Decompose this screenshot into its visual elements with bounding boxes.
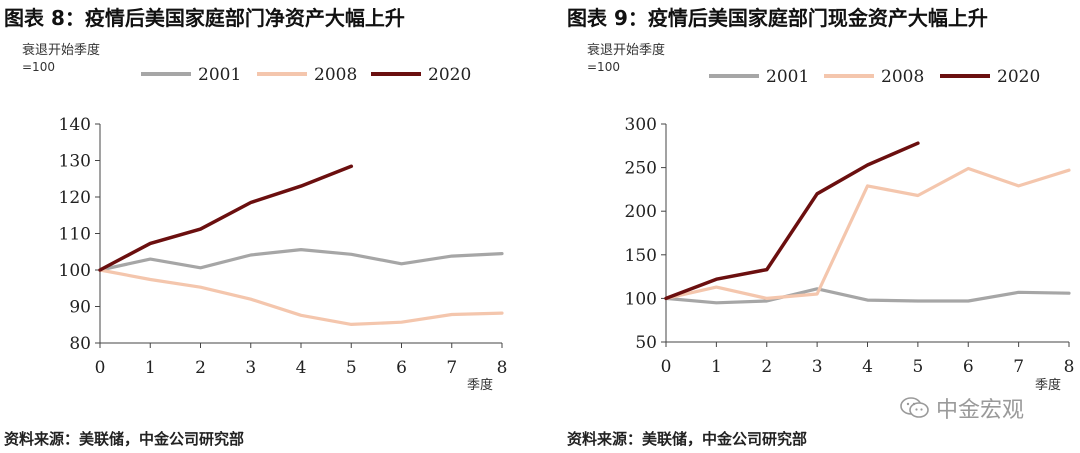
chart-8-source: 资料来源：美联储，中金公司研究部 bbox=[4, 430, 245, 448]
x-tick-label: 7 bbox=[446, 358, 457, 378]
y-unit-label-base: =100 bbox=[587, 60, 620, 74]
x-tick-label: 3 bbox=[245, 358, 256, 378]
chart-9-title: 图表 9：疫情后美国家庭部门现金资产大幅上升 bbox=[567, 6, 988, 30]
x-tick-label: 7 bbox=[1013, 357, 1024, 377]
x-tick-label: 0 bbox=[95, 358, 106, 378]
y-tick-label: 90 bbox=[69, 298, 91, 318]
x-tick-label: 6 bbox=[396, 358, 407, 378]
series-line-2001 bbox=[664, 287, 1071, 305]
x-tick-label: 3 bbox=[812, 357, 823, 377]
series-line-2001 bbox=[98, 248, 504, 272]
legend-label-2020: 2020 bbox=[428, 65, 471, 85]
legend-label-2020: 2020 bbox=[997, 67, 1040, 87]
x-tick-label: 4 bbox=[862, 357, 873, 377]
y-unit-label: 衰退开始季度 bbox=[587, 42, 665, 58]
y-tick-label: 250 bbox=[625, 159, 657, 179]
y-tick-label: 200 bbox=[625, 202, 657, 222]
chart-9-source: 资料来源：美联储，中金公司研究部 bbox=[567, 430, 808, 448]
x-tick-label: 1 bbox=[711, 357, 722, 377]
legend-label-2008: 2008 bbox=[314, 65, 357, 85]
legend-label-2008: 2008 bbox=[881, 67, 924, 87]
x-tick-label: 8 bbox=[1064, 357, 1075, 377]
series-line-2008 bbox=[98, 268, 504, 326]
x-tick-label: 4 bbox=[296, 358, 307, 378]
y-tick-label: 100 bbox=[59, 261, 91, 281]
watermark: 中金宏观 bbox=[900, 392, 1024, 424]
y-tick-label: 300 bbox=[625, 115, 657, 135]
y-tick-label: 110 bbox=[59, 225, 91, 245]
x-tick-label: 0 bbox=[661, 357, 672, 377]
y-tick-label: 140 bbox=[59, 115, 91, 135]
x-tick-label: 8 bbox=[497, 358, 508, 378]
y-unit-label-base: =100 bbox=[22, 60, 55, 74]
x-tick-label: 5 bbox=[912, 357, 923, 377]
x-axis-label: 季度 bbox=[1035, 377, 1061, 393]
wechat-icon bbox=[900, 397, 929, 418]
y-tick-label: 100 bbox=[625, 289, 657, 309]
chart-9: 衰退开始季度 =100 50 100 150 200 250 300 0 1 2 3 4 5 6 7 8季度 20… bbox=[587, 42, 1075, 393]
x-tick-label: 2 bbox=[761, 357, 772, 377]
x-tick-label: 6 bbox=[963, 357, 974, 377]
series-line-2020 bbox=[98, 164, 354, 272]
y-tick-label: 50 bbox=[635, 333, 657, 353]
series-line-2008 bbox=[664, 166, 1071, 300]
y-tick-label: 150 bbox=[625, 246, 657, 266]
y-tick-label: 80 bbox=[69, 334, 91, 354]
x-tick-label: 1 bbox=[145, 358, 156, 378]
y-tick-label: 120 bbox=[59, 188, 91, 208]
y-unit-label: 衰退开始季度 bbox=[22, 42, 100, 58]
legend-label-2001: 2001 bbox=[198, 65, 241, 85]
x-tick-label: 2 bbox=[195, 358, 206, 378]
x-tick-label: 5 bbox=[346, 358, 357, 378]
chart-8: 衰退开始季度 =100 80 90 100 110 120 130 140 0 1 2 3 4 5 6 7 8季度… bbox=[22, 42, 508, 393]
y-tick-label: 130 bbox=[59, 152, 91, 172]
legend-label-2001: 2001 bbox=[766, 67, 809, 87]
series-line-2020 bbox=[664, 141, 920, 301]
chart-8-title: 图表 8：疫情后美国家庭部门净资产大幅上升 bbox=[4, 6, 405, 30]
watermark-text: 中金宏观 bbox=[936, 398, 1025, 423]
x-axis-label: 季度 bbox=[467, 377, 493, 393]
